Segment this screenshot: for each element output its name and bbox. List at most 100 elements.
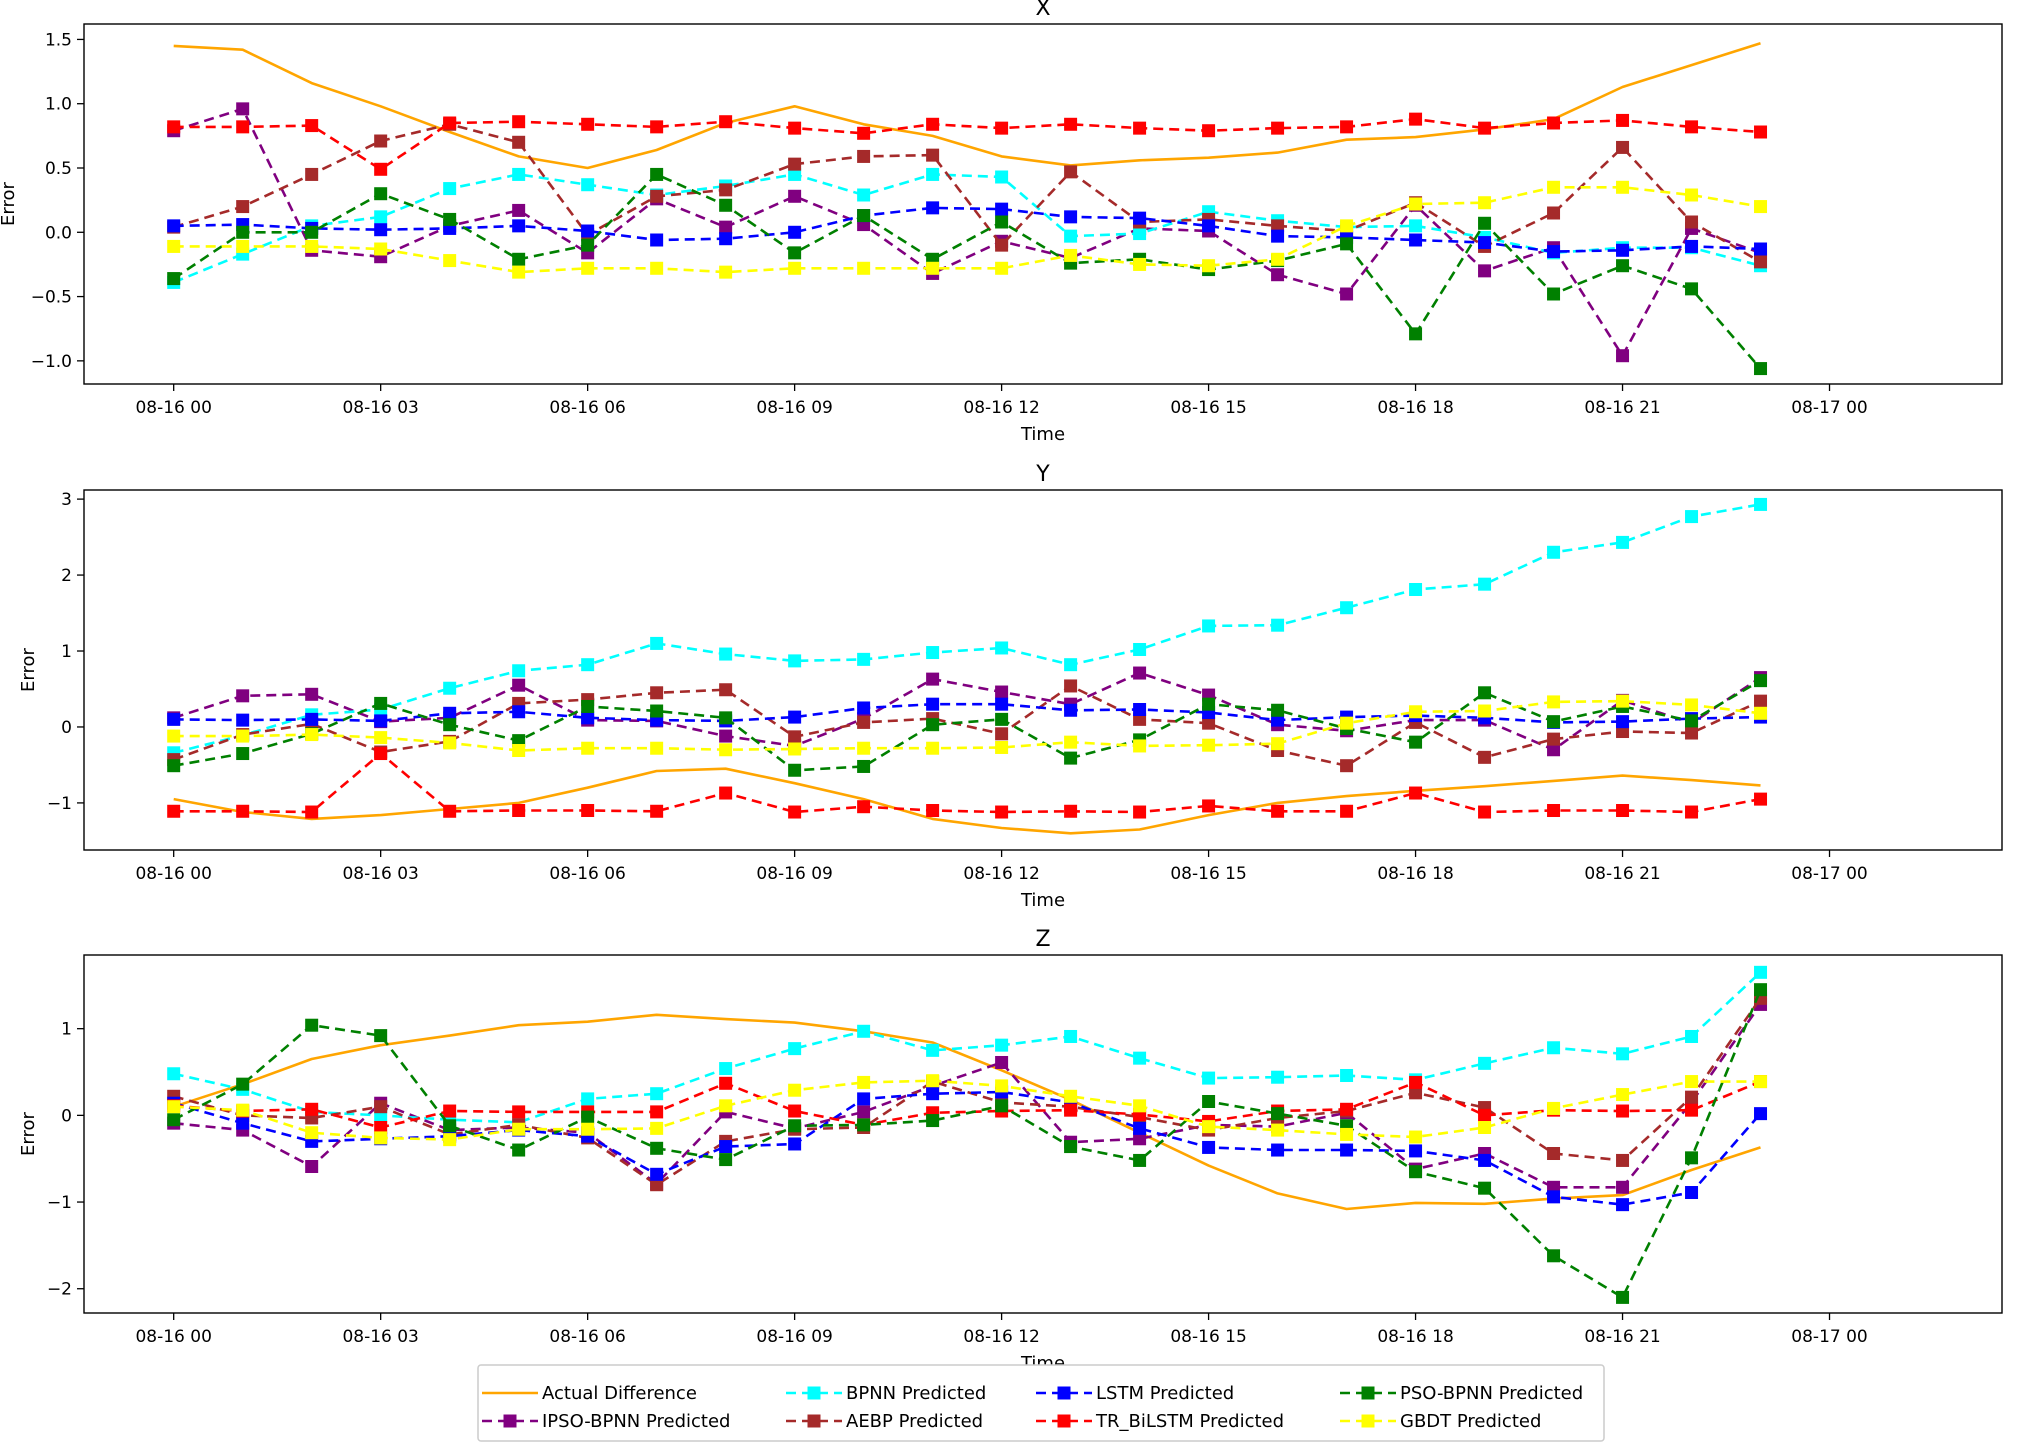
data-point-lstm	[857, 701, 871, 715]
data-point-bpnn	[581, 658, 595, 672]
data-point-trbilstm	[995, 121, 1009, 135]
data-point-trbilstm	[995, 805, 1009, 819]
data-point-trbilstm	[1685, 1103, 1699, 1117]
data-point-gbdt	[857, 741, 871, 755]
data-point-pso	[443, 718, 457, 732]
data-point-ipso	[995, 1055, 1009, 1069]
data-point-gbdt	[1064, 735, 1078, 749]
data-point-pso	[788, 1119, 802, 1133]
data-point-pso	[650, 704, 664, 718]
data-point-bpnn	[1133, 227, 1147, 241]
data-point-ipso	[1133, 1132, 1147, 1146]
data-point-trbilstm	[1685, 120, 1699, 134]
data-point-bpnn	[512, 167, 526, 181]
data-point-bpnn	[650, 1087, 664, 1101]
data-point-bpnn	[995, 1038, 1009, 1052]
data-point-trbilstm	[1409, 112, 1423, 126]
data-point-pso	[926, 718, 940, 732]
data-point-pso	[1547, 287, 1561, 301]
data-point-lstm	[788, 225, 802, 239]
x-tick-label: 08-16 21	[1584, 398, 1660, 418]
data-point-trbilstm	[1340, 120, 1354, 134]
data-point-bpnn	[443, 182, 457, 196]
data-point-bpnn	[1409, 582, 1423, 596]
axes-frame	[83, 489, 2003, 851]
data-point-pso	[719, 1153, 733, 1167]
data-point-lstm	[581, 711, 595, 725]
data-point-gbdt	[374, 242, 388, 256]
data-point-gbdt	[1478, 196, 1492, 210]
data-point-gbdt	[719, 743, 733, 757]
data-point-aebp	[1340, 759, 1354, 773]
data-point-gbdt	[1478, 704, 1492, 718]
legend-handle-aebp	[786, 1414, 842, 1428]
data-point-bpnn	[443, 681, 457, 695]
data-point-trbilstm	[443, 804, 457, 818]
data-point-gbdt	[581, 261, 595, 275]
data-point-lstm	[374, 223, 388, 237]
data-point-aebp	[719, 683, 733, 697]
data-point-pso	[995, 1099, 1009, 1113]
data-point-trbilstm	[305, 805, 319, 819]
data-point-trbilstm	[305, 1102, 319, 1116]
data-point-lstm	[1685, 1186, 1699, 1200]
data-point-gbdt	[719, 265, 733, 279]
x-tick-label: 08-16 15	[1170, 864, 1246, 884]
x-tick-label: 08-16 06	[549, 398, 625, 418]
data-point-gbdt	[167, 1100, 181, 1114]
series-line-actual	[173, 1013, 1761, 1211]
data-point-aebp	[788, 730, 802, 744]
data-point-aebp	[1547, 1147, 1561, 1161]
data-point-gbdt	[1340, 716, 1354, 730]
data-point-aebp	[1616, 725, 1630, 739]
data-point-lstm	[443, 706, 457, 720]
y-tick-label: 3	[61, 490, 72, 510]
data-point-bpnn	[926, 646, 940, 660]
data-point-pso	[1685, 1151, 1699, 1165]
data-point-gbdt	[1340, 1127, 1354, 1141]
data-point-ipso	[305, 1160, 319, 1174]
data-point-bpnn	[1064, 1029, 1078, 1043]
data-point-trbilstm	[581, 804, 595, 818]
data-point-lstm	[1064, 210, 1078, 224]
data-point-gbdt	[1547, 695, 1561, 709]
data-point-lstm	[1616, 1198, 1630, 1212]
data-point-bpnn	[1616, 535, 1630, 549]
x-tick-label: 08-16 21	[1584, 864, 1660, 884]
data-point-gbdt	[1685, 1075, 1699, 1089]
data-point-ipso	[305, 687, 319, 701]
data-point-gbdt	[443, 1133, 457, 1147]
data-point-pso	[581, 238, 595, 252]
series-line-aebp	[173, 997, 1762, 1186]
data-point-bpnn	[581, 178, 595, 192]
data-point-lstm	[512, 705, 526, 719]
data-point-aebp	[788, 157, 802, 171]
data-point-aebp	[1685, 215, 1699, 229]
data-point-aebp	[857, 149, 871, 163]
x-tick-label: 08-16 18	[1377, 864, 1453, 884]
data-point-pso	[374, 1029, 388, 1043]
data-point-trbilstm	[788, 805, 802, 819]
data-point-bpnn	[1547, 545, 1561, 559]
series-line-bpnn	[173, 971, 1762, 1124]
data-point-ipso	[1133, 666, 1147, 680]
data-point-aebp	[236, 200, 250, 214]
y-tick-label: 1.0	[45, 95, 72, 115]
y-tick-label: −1.0	[31, 352, 72, 372]
data-point-trbilstm	[443, 1104, 457, 1118]
legend: Actual Difference BPNN Predicted LSTM Pred…	[477, 1364, 1605, 1442]
data-point-gbdt	[1133, 1099, 1147, 1113]
data-point-bpnn	[1340, 601, 1354, 615]
data-point-lstm	[1340, 1143, 1354, 1157]
data-point-bpnn	[788, 654, 802, 668]
series-line-trbilstm	[173, 1080, 1761, 1129]
data-point-pso	[1547, 715, 1561, 729]
data-point-trbilstm	[1409, 1075, 1423, 1089]
data-point-gbdt	[1133, 739, 1147, 753]
series-line-bpnn	[173, 173, 1761, 284]
data-point-lstm	[926, 1087, 940, 1101]
data-point-pso	[1478, 686, 1492, 700]
data-point-gbdt	[236, 729, 250, 743]
data-point-gbdt	[1271, 1123, 1285, 1137]
